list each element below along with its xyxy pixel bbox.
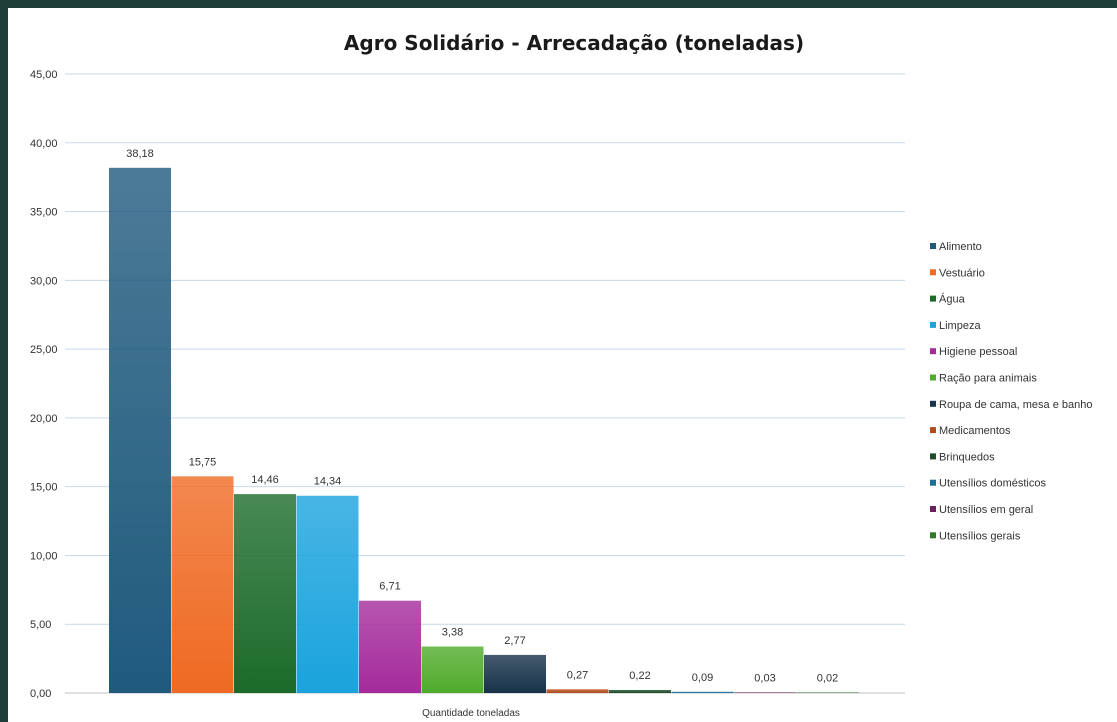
legend-swatch bbox=[930, 295, 936, 302]
legend-swatch bbox=[930, 400, 936, 407]
legend-swatch bbox=[930, 374, 936, 381]
data-label: 0,03 bbox=[754, 673, 775, 685]
x-axis-label: Quantidade toneladas bbox=[422, 708, 520, 719]
bar-9 bbox=[609, 689, 671, 693]
bar-10 bbox=[671, 691, 734, 693]
legend-item: Utensílios em geral bbox=[939, 504, 1033, 516]
data-label: 14,34 bbox=[314, 476, 342, 488]
y-tick-label: 40,00 bbox=[30, 138, 58, 150]
y-tick-label: 10,00 bbox=[30, 550, 58, 562]
bar-2 bbox=[171, 476, 234, 693]
legend-item: Higiene pessoal bbox=[939, 346, 1017, 358]
legend-item: Utensílios gerais bbox=[939, 530, 1021, 542]
legend-swatch bbox=[930, 243, 936, 249]
legend-swatch bbox=[930, 321, 936, 328]
data-label: 3,38 bbox=[442, 627, 463, 639]
y-tick-label: 0,00 bbox=[30, 688, 51, 700]
bar-5 bbox=[359, 600, 421, 693]
bar-8 bbox=[546, 689, 609, 693]
bar-7 bbox=[484, 654, 546, 693]
data-label: 14,46 bbox=[251, 474, 279, 486]
legend-item: Medicamentos bbox=[939, 425, 1011, 437]
data-labels: 38,18 15,75 14,46 14,34 6,71 3,38 2,77 0,27 0,22… bbox=[126, 148, 838, 685]
legend-item: Brinquedos bbox=[939, 451, 995, 463]
y-tick-label: 5,00 bbox=[30, 619, 51, 631]
legend-swatch bbox=[930, 479, 936, 486]
legend-item: Ração para animais bbox=[939, 373, 1037, 385]
bar-3 bbox=[234, 494, 296, 693]
legend-swatch bbox=[930, 348, 936, 355]
y-tick-label: 30,00 bbox=[30, 275, 58, 287]
data-label: 2,77 bbox=[504, 635, 525, 647]
bar-11 bbox=[734, 692, 796, 693]
chart-title: Agro Solidário - Arrecadação (toneladas) bbox=[344, 31, 804, 55]
data-label: 38,18 bbox=[126, 148, 154, 160]
bar-chart: Agro Solidário - Arrecadação (toneladas)… bbox=[30, 31, 1093, 719]
data-label: 0,09 bbox=[692, 672, 713, 684]
legend-item: Roupa de cama, mesa e banho bbox=[939, 399, 1093, 411]
legend-item: Alimento bbox=[939, 241, 982, 253]
legend-swatch bbox=[930, 506, 936, 512]
y-tick-label: 15,00 bbox=[30, 482, 58, 494]
y-tick-label: 35,00 bbox=[30, 207, 58, 219]
bar-6 bbox=[421, 646, 484, 693]
chart-area: Agro Solidário - Arrecadação (toneladas)… bbox=[8, 8, 1117, 722]
data-label: 0,22 bbox=[629, 670, 650, 682]
data-label: 0,02 bbox=[817, 673, 838, 685]
legend-swatch bbox=[930, 532, 936, 539]
bar-4 bbox=[296, 495, 359, 693]
y-tick-label: 45,00 bbox=[30, 69, 58, 81]
y-axis: 0,00 5,00 10,00 15,00 20,00 25,00 30,00 35,00 40… bbox=[30, 69, 58, 700]
data-label: 15,75 bbox=[189, 456, 217, 468]
legend-item: Vestuário bbox=[939, 267, 985, 279]
legend-swatch bbox=[930, 269, 936, 276]
legend: Alimento Vestuário Água Limpeza Higiene pess… bbox=[930, 241, 1093, 542]
y-tick-label: 25,00 bbox=[30, 344, 58, 356]
legend-item: Limpeza bbox=[939, 320, 981, 332]
bars bbox=[109, 167, 859, 694]
data-label: 6,71 bbox=[379, 581, 400, 593]
legend-swatch bbox=[930, 453, 936, 460]
bar-12 bbox=[796, 692, 859, 693]
data-label: 0,27 bbox=[567, 669, 588, 681]
legend-item: Água bbox=[939, 293, 966, 306]
bar-1 bbox=[109, 167, 171, 694]
legend-swatch bbox=[930, 427, 936, 434]
y-tick-label: 20,00 bbox=[30, 413, 58, 425]
legend-item: Utensílios domésticos bbox=[939, 478, 1046, 490]
